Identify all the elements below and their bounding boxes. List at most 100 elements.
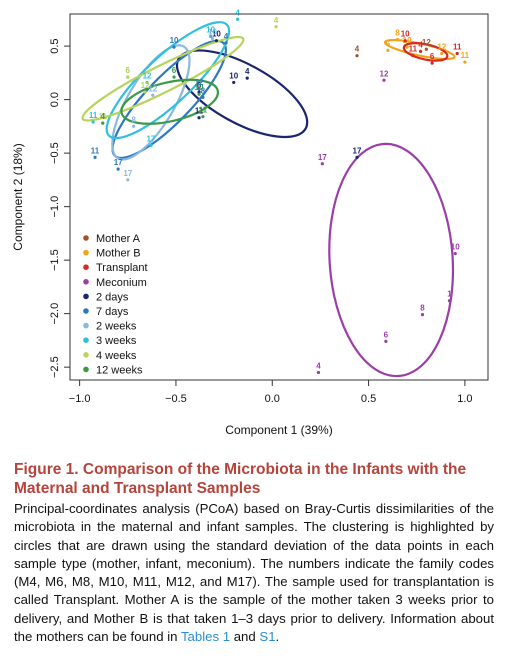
legend-marker (83, 279, 89, 285)
caption-title: Figure 1. Comparison of the Microbiota i… (14, 461, 467, 497)
point-label: 17 (318, 153, 327, 162)
data-point (201, 115, 205, 119)
data-point (145, 80, 149, 85)
point-label: 4 (235, 8, 240, 17)
legend-label: 3 weeks (96, 335, 137, 347)
data-point (149, 143, 153, 148)
legend-label: Transplant (96, 262, 148, 274)
point-label: 12 (437, 43, 446, 52)
data-point (245, 76, 249, 80)
data-point (463, 60, 467, 64)
table-s1-link[interactable]: S1 (259, 629, 276, 645)
x-tick-label: −0.5 (165, 393, 187, 405)
cluster-ellipse (120, 78, 220, 125)
legend-marker (83, 366, 89, 373)
data-point (424, 47, 428, 51)
data-point (101, 121, 105, 125)
data-point (355, 54, 359, 58)
y-tick-label: −0.5 (49, 142, 61, 164)
legend-marker (83, 308, 89, 314)
cluster-ellipse (175, 49, 309, 139)
cluster-ellipse (111, 44, 191, 161)
point-label: 11 (195, 107, 204, 116)
y-tick-label: −1.5 (49, 249, 61, 271)
y-axis-label: Component 2 (18%) (11, 143, 25, 250)
point-label: 11 (453, 43, 462, 52)
data-point (411, 54, 415, 58)
point-label: 10 (401, 30, 410, 39)
x-axis-ticks: −1.0 −0.5 0.0 0.5 1.0 (69, 380, 473, 405)
point-label: 4 (274, 16, 279, 25)
data-point (172, 45, 176, 49)
point-label: 12 (141, 81, 150, 90)
point-label: 8 (395, 29, 400, 38)
caption-body-text: Principal-coordinates analysis (PCoA) ba… (14, 501, 494, 645)
data-point (126, 75, 130, 79)
cluster-ellipse (402, 42, 449, 62)
point-label: 12 (380, 69, 389, 78)
x-tick-label: 0.0 (265, 393, 280, 405)
y-tick-label: −2.5 (49, 356, 61, 378)
caption-end: . (275, 629, 280, 645)
data-point (214, 39, 218, 43)
legend: Mother A Mother B Transplant Meconium 2 days… (83, 233, 148, 376)
legend-marker (83, 352, 89, 358)
point-label: 1 (447, 290, 452, 299)
data-point (405, 45, 409, 49)
cluster-ellipse (328, 142, 455, 378)
caption-joiner: and (230, 629, 260, 645)
plot-frame (69, 13, 489, 381)
point-label: 12 (143, 71, 152, 80)
data-point (151, 93, 155, 97)
point-label: 4 (355, 45, 360, 54)
y-tick-label: −2.0 (49, 303, 61, 325)
y-tick-label: 0.0 (49, 92, 61, 107)
point-label: 11 (99, 112, 108, 121)
y-tick-label: 0.5 (49, 38, 61, 53)
point-label: 4 (245, 67, 250, 76)
figure-caption: Figure 1. Comparison of the Microbiota i… (14, 460, 494, 646)
point-label: 12 (148, 84, 157, 93)
data-point (453, 252, 457, 256)
point-label: 6 (126, 66, 131, 75)
data-point (143, 90, 147, 94)
tables-1-link[interactable]: Tables 1 (180, 629, 231, 645)
x-tick-label: −1.0 (69, 393, 91, 405)
legend-label: 12 weeks (96, 364, 143, 376)
data-point (209, 34, 213, 39)
legend-label: Mother A (96, 233, 141, 245)
point-label: 8 (201, 86, 206, 95)
x-tick-label: 0.5 (361, 393, 376, 405)
point-label: 12 (195, 78, 204, 87)
data-point (93, 155, 97, 159)
data-point (395, 38, 400, 42)
point-label: 11 (409, 45, 418, 54)
point-label: 17 (353, 146, 362, 155)
data-point (316, 370, 321, 375)
point-label: 10 (206, 25, 215, 34)
data-point (91, 120, 95, 124)
legend-marker (83, 322, 89, 329)
y-axis-ticks: −2.5 −2.0 −1.5 −1.0 −0.5 0.0 0.5 (49, 38, 70, 378)
x-axis-label: Component 1 (39%) (225, 423, 332, 437)
caption-body: Principal-coordinates analysis (PCoA) ba… (14, 500, 494, 646)
data-point (403, 39, 407, 43)
cluster-ellipse (81, 35, 245, 122)
data-point (418, 49, 423, 53)
point-label: 17 (114, 158, 123, 167)
data-point (386, 48, 390, 52)
legend-marker (83, 337, 89, 344)
cluster-ellipses (81, 21, 456, 378)
point-label: 4 (101, 112, 106, 121)
point-label: 10 (212, 30, 221, 39)
data-point (172, 75, 176, 79)
point-label: 11 (461, 51, 470, 60)
point-label: 12 (422, 38, 431, 47)
data-point (197, 92, 201, 96)
point-label: 10 (208, 28, 217, 37)
point-label: 17 (146, 135, 155, 144)
data-point (116, 167, 120, 171)
data-point (420, 313, 425, 317)
data-point (235, 17, 240, 21)
